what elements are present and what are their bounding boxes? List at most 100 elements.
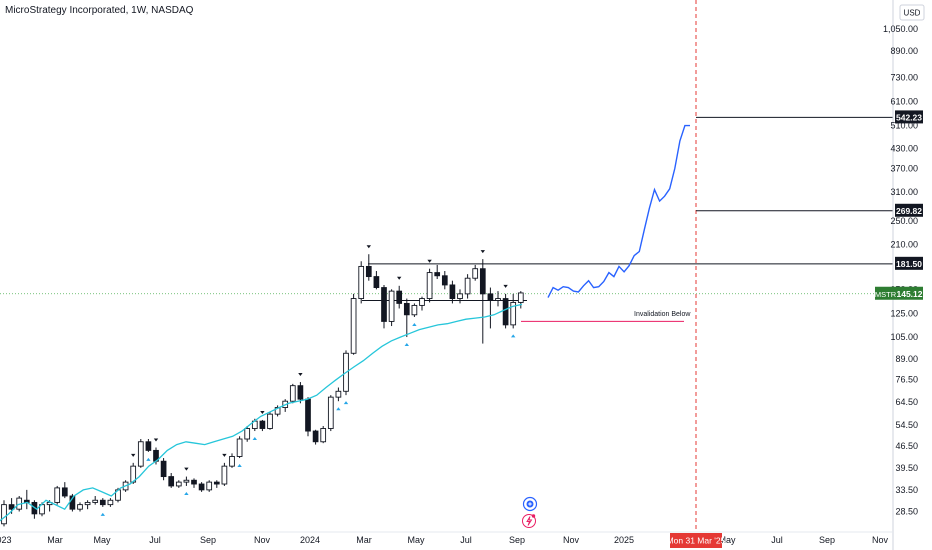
time-tick-label: Jul: [460, 535, 472, 545]
date-highlight-label: Mon 31 Mar '25: [667, 536, 726, 546]
time-tick-label: Sep: [509, 535, 525, 545]
candle: [54, 485, 61, 505]
candle: [99, 498, 106, 507]
symbol-badge: [875, 286, 896, 300]
time-tick-label: Jul: [149, 535, 161, 545]
price-tick-label: 39.50: [895, 463, 918, 473]
candle: [183, 476, 190, 486]
candle: [107, 498, 114, 507]
time-tick-label: Jul: [771, 535, 783, 545]
candle: [373, 271, 380, 290]
horizontal-levels: [362, 116, 893, 322]
time-tick-label: Mar: [47, 535, 63, 545]
candle: [198, 482, 205, 492]
markers: [100, 245, 516, 516]
candle: [168, 473, 175, 488]
candle: [274, 405, 281, 417]
candle: [381, 284, 387, 329]
candle: [396, 285, 403, 309]
buy-marker: [237, 464, 242, 468]
currency-label: USD: [904, 9, 921, 18]
price-tick-label: 370.00: [890, 164, 918, 174]
sell-marker: [184, 467, 189, 471]
level-badge-label: 542.23: [896, 112, 922, 122]
time-tick-label: May: [718, 535, 736, 545]
candle: [335, 387, 342, 402]
candle: [358, 261, 365, 304]
candle: [175, 480, 182, 488]
candle: [259, 419, 266, 432]
buy-marker: [146, 457, 151, 461]
candle: [479, 259, 486, 344]
buy-marker: [100, 512, 105, 516]
price-tick-label: 430.00: [890, 143, 918, 153]
buy-marker: [511, 334, 516, 338]
price-tick-label: 250.00: [890, 216, 918, 226]
sell-marker: [427, 259, 432, 263]
current-price-label: 145.12: [897, 289, 923, 299]
price-tick-label: 125.00: [890, 309, 918, 319]
sell-marker: [397, 276, 402, 280]
time-tick-label: Sep: [819, 535, 835, 545]
candle: [221, 462, 228, 486]
candle: [327, 395, 334, 432]
projection-line[interactable]: [547, 124, 690, 298]
price-tick-label: 46.50: [895, 441, 918, 451]
candle: [305, 397, 311, 437]
candles: [1, 254, 524, 527]
candle: [502, 293, 509, 329]
candle: [206, 480, 213, 492]
price-axis-bg[interactable]: [893, 0, 932, 550]
price-tick-label: 610.00: [890, 97, 918, 107]
candle: [449, 280, 456, 304]
lightning-icon[interactable]: [522, 514, 536, 528]
candle: [403, 298, 410, 338]
plus-icon[interactable]: [522, 496, 538, 512]
buy-marker: [252, 437, 257, 441]
candle: [457, 289, 463, 304]
chart-grid: [0, 0, 893, 532]
time-tick-label: Nov: [872, 535, 889, 545]
candle: [312, 429, 319, 445]
candle: [464, 274, 471, 299]
candle: [350, 293, 357, 355]
time-tick-label: 2024: [300, 535, 320, 545]
candle: [213, 480, 220, 488]
candle: [472, 264, 479, 281]
price-tick-label: 105.00: [890, 332, 918, 342]
moving-average-line: [0, 303, 523, 522]
price-tick-label: 310.00: [890, 187, 918, 197]
candle: [267, 411, 273, 430]
candle: [84, 500, 91, 510]
sell-marker: [480, 250, 485, 254]
candle: [487, 287, 494, 329]
price-tick-label: 54.50: [895, 420, 918, 430]
candle: [229, 453, 235, 468]
candle: [236, 436, 243, 459]
buy-marker: [184, 491, 189, 495]
chart-title: MicroStrategy Incorporated, 1W, NASDAQ: [5, 5, 194, 16]
price-tick-label: 510.00: [890, 121, 918, 131]
candle: [510, 293, 517, 329]
buy-marker: [412, 322, 417, 326]
candle: [92, 496, 99, 505]
currency-button[interactable]: USD: [899, 4, 925, 21]
candle: [365, 254, 372, 281]
time-axis-labels[interactable]: 023 Mar May Jul Sep Nov 2024 Mar May Jul Sep Nov 202…: [0, 533, 888, 548]
price-tick-label: 730.00: [890, 73, 918, 83]
price-tick-label: 76.50: [895, 374, 918, 384]
time-tick-label: Sep: [200, 535, 216, 545]
level-badge: [895, 110, 923, 124]
current-price-badge: [896, 286, 923, 300]
time-tick-label: Nov: [563, 535, 580, 545]
level-badge: [895, 256, 923, 270]
price-tick-label: 890.00: [890, 46, 918, 56]
buy-marker: [336, 407, 341, 411]
candle: [145, 439, 152, 452]
candle: [23, 489, 30, 510]
time-tick-label: Nov: [254, 535, 271, 545]
sell-marker: [222, 453, 227, 457]
candle: [160, 458, 167, 481]
candle: [1, 500, 7, 527]
